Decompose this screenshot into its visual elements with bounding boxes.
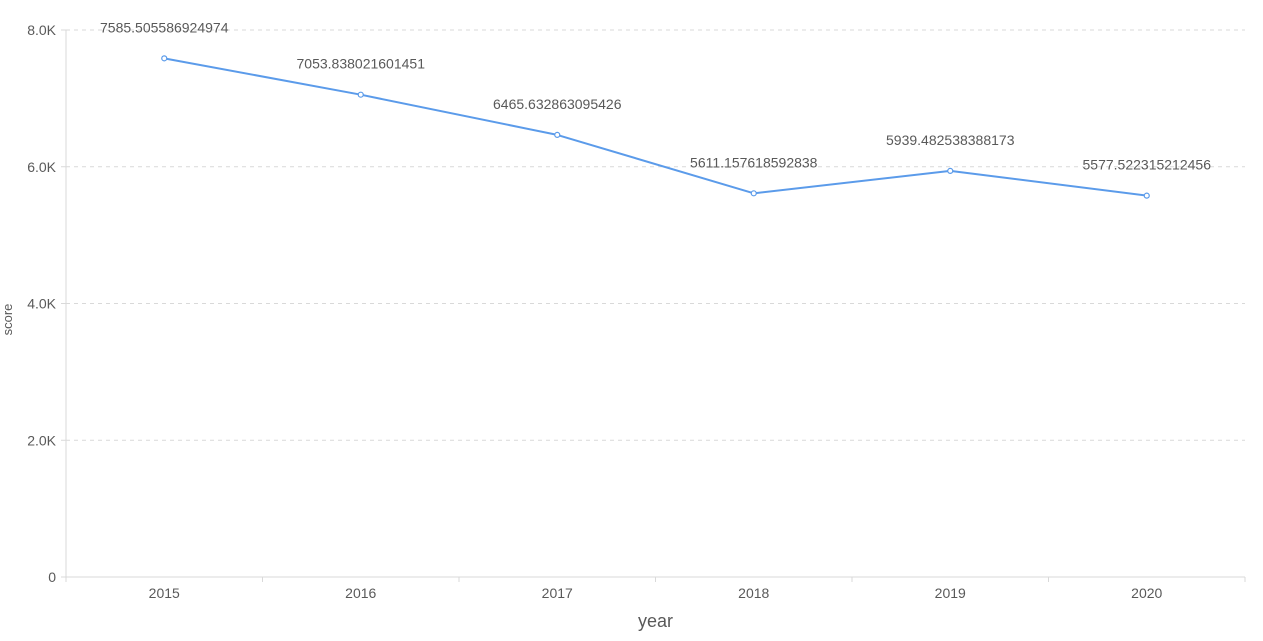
data-label: 7053.838021601451	[297, 56, 426, 72]
data-point[interactable]	[947, 167, 954, 174]
y-tick-labels: 0 2.0K 4.0K 6.0K 8.0K	[27, 22, 66, 585]
data-points	[161, 55, 1150, 199]
series-line-group	[164, 57, 1147, 197]
data-labels: 7585.505586924974 7053.838021601451 6465.6…	[100, 19, 1211, 172]
x-tick-label: 2017	[542, 585, 573, 601]
data-label: 6465.632863095426	[493, 96, 622, 112]
data-point[interactable]	[1143, 192, 1150, 199]
x-tick-label: 2015	[149, 585, 180, 601]
x-tick-label: 2016	[345, 585, 376, 601]
x-tick-label: 2019	[935, 585, 966, 601]
y-tick-label: 8.0K	[27, 22, 56, 38]
x-tick-labels: 2015 2016 2017 2018 2019 2020	[65, 577, 1246, 601]
data-label: 7585.505586924974	[100, 19, 229, 35]
gridlines	[66, 29, 1245, 441]
y-tick-label: 0	[48, 569, 56, 585]
data-point[interactable]	[161, 55, 168, 62]
data-point[interactable]	[750, 190, 757, 197]
y-tick-label: 4.0K	[27, 296, 56, 312]
y-tick-label: 2.0K	[27, 432, 56, 448]
y-axis-title: score	[0, 304, 15, 336]
data-label: 5939.482538388173	[886, 132, 1015, 148]
data-label: 5577.522315212456	[1083, 157, 1212, 173]
data-point[interactable]	[357, 91, 364, 98]
series-line	[164, 57, 1147, 197]
x-tick-label: 2020	[1131, 585, 1162, 601]
x-tick-label: 2018	[738, 585, 769, 601]
data-label: 5611.157618592838	[690, 154, 818, 170]
y-tick-label: 6.0K	[27, 159, 56, 175]
x-axis-title: year	[638, 611, 673, 631]
data-point[interactable]	[554, 131, 561, 139]
